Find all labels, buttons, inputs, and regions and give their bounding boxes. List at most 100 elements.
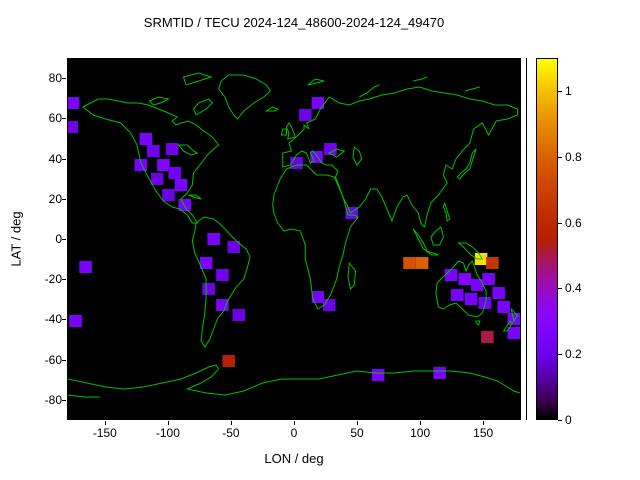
tec-cell <box>450 289 464 301</box>
tec-cell <box>79 261 92 273</box>
colorbar-tick-label: 0.4 <box>565 281 582 296</box>
tec-cell <box>322 299 336 311</box>
colorbar-tick-label: 0 <box>565 413 572 427</box>
x-tick-mark <box>294 421 295 425</box>
y-tick-label: -80 <box>44 392 62 407</box>
coastline-borneo <box>431 227 444 245</box>
x-tick-mark <box>104 421 106 425</box>
coastline-black-sea <box>329 149 344 157</box>
coastline-north-america <box>83 99 219 223</box>
coastline-africa <box>273 165 358 309</box>
tec-cell <box>222 355 235 367</box>
x-tick-label: -150 <box>92 426 117 440</box>
colorbar-tick-mark <box>558 288 562 290</box>
tec-cell <box>481 331 494 343</box>
coastline-new-zealand-south <box>504 321 513 331</box>
tec-cell <box>464 293 478 305</box>
coastline-new-zealand-north <box>511 309 517 321</box>
coastline-ellesmere-island <box>184 73 212 85</box>
y-tick-mark <box>62 239 66 240</box>
y-tick-mark <box>62 359 66 361</box>
x-tick-label: -100 <box>155 426 180 440</box>
coastline-cuba <box>189 195 202 199</box>
tec-cell <box>482 273 495 285</box>
colorbar <box>536 58 558 420</box>
tec-cell <box>174 179 188 191</box>
tec-cell <box>486 257 499 269</box>
tec-cell <box>507 327 520 339</box>
y-tick-mark <box>62 399 66 401</box>
tec-cell <box>202 283 215 295</box>
tec-cells-layer <box>68 97 520 381</box>
x-tick-mark <box>483 421 485 425</box>
coastline-ross-ice-shelf <box>68 395 99 397</box>
tec-cell <box>311 97 325 109</box>
coastline-australia <box>436 261 486 317</box>
coastline-britain <box>286 123 295 139</box>
coastline-greenland <box>219 75 270 119</box>
tec-cell <box>150 173 164 185</box>
y-tick-label: -60 <box>44 352 62 367</box>
colorbar-tick-mark <box>558 90 562 92</box>
tec-cell <box>216 299 229 311</box>
y-tick-label: 40 <box>48 151 62 166</box>
colorbar-tick-label: 0.6 <box>565 215 582 230</box>
tec-cell <box>299 109 312 121</box>
coastline-south-america <box>192 217 250 347</box>
y-tick-label: 60 <box>48 111 62 126</box>
colorbar-tick-mark <box>558 222 562 224</box>
world-coastline-layer <box>68 73 520 397</box>
tec-cell <box>157 159 170 171</box>
tec-cell <box>162 189 175 201</box>
x-tick-label: 0 <box>290 426 298 440</box>
coastline-svalbard <box>308 79 324 85</box>
coastline-tasmania <box>476 321 480 325</box>
tec-cell <box>478 297 492 309</box>
tec-cell <box>444 269 458 281</box>
colorbar-tick-label: 0.2 <box>565 347 582 362</box>
coastline-new-guinea <box>458 243 482 259</box>
coastline-madagascar <box>348 263 356 289</box>
plot-area <box>67 58 521 420</box>
y-tick-mark <box>62 78 66 80</box>
coastline-iceland <box>266 107 277 111</box>
x-axis-label: LON / deg <box>264 451 324 466</box>
x-tick-label: 50 <box>350 426 364 440</box>
tec-cell <box>497 301 510 313</box>
x-tick-label: 100 <box>410 426 431 440</box>
coastline-sumatra <box>413 229 427 251</box>
y-tick-mark <box>62 319 66 321</box>
coastline-antarctica <box>68 365 520 395</box>
tec-cell <box>311 291 325 303</box>
coastline-japan <box>457 149 476 179</box>
tec-cell <box>458 273 472 285</box>
x-tick-mark <box>357 421 359 425</box>
world-map-svg <box>68 59 520 419</box>
y-tick-label: 20 <box>48 191 62 206</box>
y-tick-label: -40 <box>44 312 62 327</box>
tec-cell <box>147 145 160 157</box>
y-tick-mark <box>62 118 66 120</box>
coastline-victoria-island <box>150 97 169 105</box>
x-tick-label: 150 <box>473 426 494 440</box>
tec-cell <box>207 233 220 245</box>
chart-title: SRMTID / TECU 2024-124_48600-2024-124_49… <box>143 15 445 30</box>
tec-cell <box>216 269 229 281</box>
tec-cell <box>433 367 446 379</box>
plot-right-inner-border <box>526 58 527 420</box>
colorbar-tick-mark <box>558 420 562 421</box>
y-tick-mark <box>62 279 66 281</box>
colorbar-tick-mark <box>558 156 562 158</box>
colorbar-tick-label: 1 <box>565 83 572 98</box>
tec-cell <box>471 279 484 291</box>
coastline-java <box>426 251 439 255</box>
x-tick-mark <box>167 421 169 425</box>
tec-cell <box>371 369 385 381</box>
tec-cell <box>324 143 337 155</box>
x-tick-mark <box>420 421 422 425</box>
tec-cell <box>139 133 153 145</box>
coastline-eurasia <box>283 87 518 227</box>
coastline-ireland <box>281 129 286 135</box>
x-tick-mark <box>230 421 232 425</box>
